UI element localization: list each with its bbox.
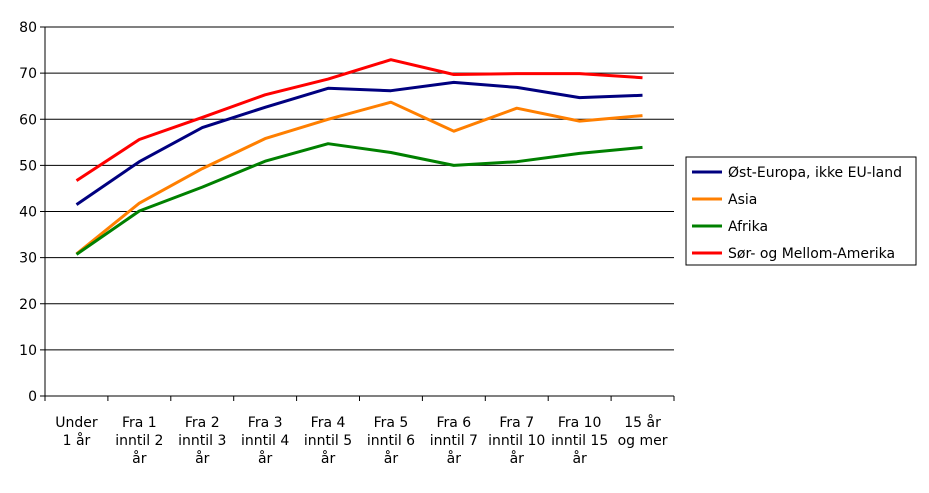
legend-box xyxy=(685,156,917,266)
x-tick-label: Fra 5 inntil 6 år xyxy=(367,415,415,467)
legend-label: Afrika xyxy=(728,219,768,235)
x-tick-label: Fra 7 inntil 10 år xyxy=(488,415,545,467)
x-tick-label: Fra 2 inntil 3 år xyxy=(178,415,226,467)
series-line-3 xyxy=(75,142,643,256)
x-tick-label: Fra 4 inntil 5 år xyxy=(304,415,352,467)
x-tick-label: Fra 6 inntil 7 år xyxy=(430,415,478,467)
x-tick-label: Fra 1 inntil 2 år xyxy=(115,415,163,467)
x-axis-tick-labels: Under 1 år Fra 1 inntil 2 år Fra 2 inntil 3 år F… xyxy=(55,414,667,467)
series-lines xyxy=(75,58,643,256)
legend-label: Sør- og Mellom-Amerika xyxy=(728,246,895,262)
legend-label: Øst-Europa, ikke EU-land xyxy=(728,165,902,181)
x-tick-label: Fra 10 inntil 15 år xyxy=(551,415,608,467)
gridlines xyxy=(45,26,674,397)
y-tick-label: 50 xyxy=(19,158,37,174)
y-tick-label: 80 xyxy=(19,20,37,36)
series-line-1 xyxy=(75,80,643,206)
y-tick-label: 60 xyxy=(19,112,37,128)
series-line-4 xyxy=(75,58,643,182)
y-tick-label: 70 xyxy=(19,66,37,82)
y-axis-tick-labels: 0 10 20 30 40 50 60 70 80 xyxy=(19,20,37,405)
y-tick-label: 0 xyxy=(28,389,37,405)
axes xyxy=(40,26,675,401)
legend: Øst-Europa, ikke EU-land Asia Afrika Sør- o… xyxy=(685,156,917,266)
y-tick-label: 40 xyxy=(19,205,37,221)
y-tick-label: 10 xyxy=(19,343,37,359)
x-tick-label: 15 år og mer xyxy=(618,414,668,449)
legend-label: Asia xyxy=(728,192,757,208)
y-tick-label: 30 xyxy=(19,251,37,267)
x-tick-label: Under 1 år xyxy=(55,415,98,449)
y-tick-label: 20 xyxy=(19,297,37,313)
series-line-2 xyxy=(75,100,643,256)
x-tick-label: Fra 3 inntil 4 år xyxy=(241,415,289,467)
